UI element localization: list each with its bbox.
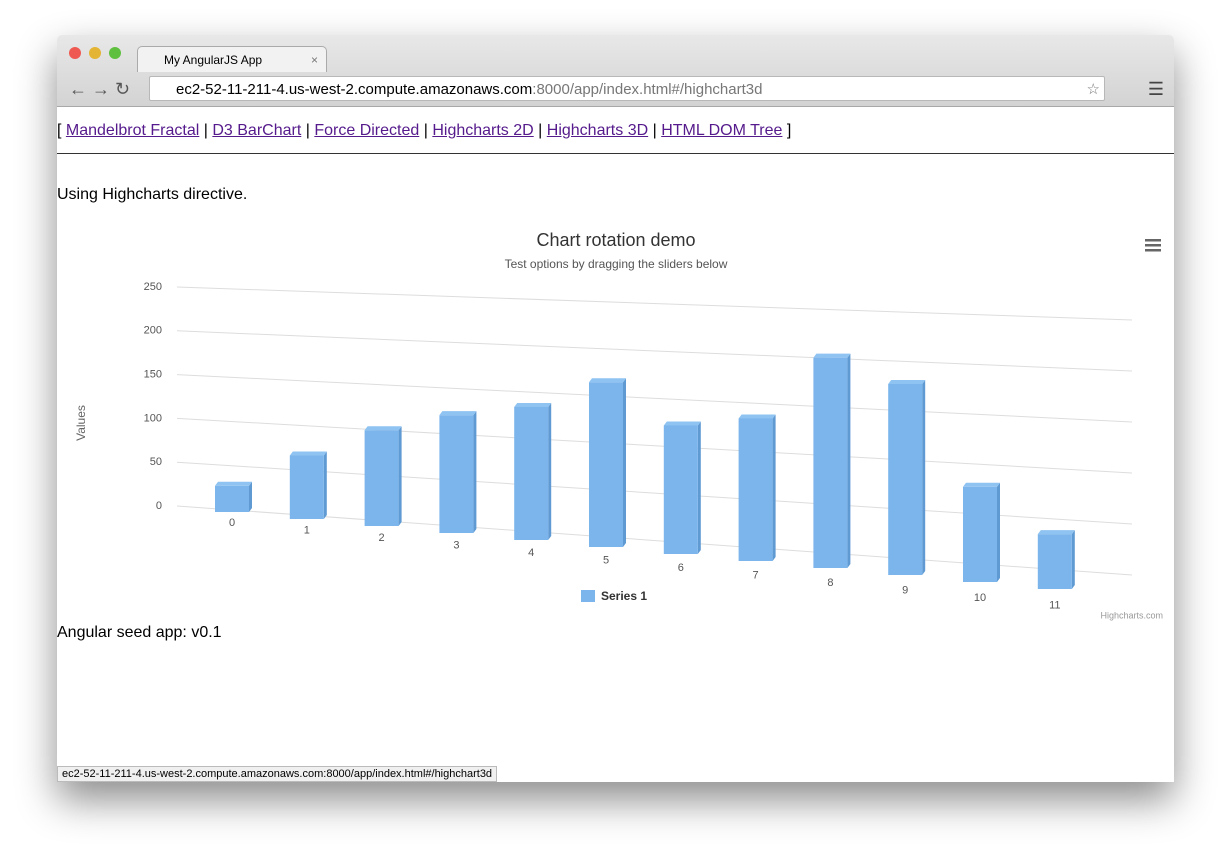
bracket: ] <box>786 122 792 139</box>
nav-link[interactable]: Highcharts 2D <box>432 122 534 139</box>
close-button[interactable] <box>69 47 81 59</box>
x-tick-label: 8 <box>827 577 833 589</box>
x-tick-label: 9 <box>902 584 908 596</box>
bar-side <box>249 481 252 512</box>
y-axis-label: Values <box>74 405 88 441</box>
legend-label: Series 1 <box>601 589 647 603</box>
status-bar: ec2-52-11-211-4.us-west-2.compute.amazon… <box>57 766 498 782</box>
bar-top <box>1037 530 1075 535</box>
nav-buttons[interactable]: ← → ↻ <box>69 79 131 99</box>
url-path: :8000/app/index.html#/highchart3d <box>532 81 763 98</box>
bar-side <box>697 421 701 554</box>
bar-top <box>514 402 552 407</box>
x-tick-label: 5 <box>603 554 609 566</box>
tab-title: My AngularJS App <box>164 53 263 67</box>
bar-top <box>589 378 626 383</box>
grid-line <box>176 330 1133 372</box>
grid-line <box>176 417 1133 474</box>
x-tick-label: 11 <box>1049 599 1060 611</box>
x-tick-label: 4 <box>528 547 534 559</box>
bar-top <box>364 426 402 431</box>
bar <box>364 430 399 526</box>
url-host: ec2-52-11-211-4.us-west-2.compute.amazon… <box>176 81 533 98</box>
bar <box>738 418 773 561</box>
x-tick-label: 0 <box>229 517 235 529</box>
x-tick-label: 2 <box>379 532 385 544</box>
bar <box>888 384 923 575</box>
legend-swatch <box>581 590 595 602</box>
bar-side <box>323 451 327 519</box>
export-menu[interactable] <box>1145 239 1161 252</box>
bar-side <box>1071 530 1075 589</box>
divider <box>57 153 1174 154</box>
bracket: [ <box>57 122 62 139</box>
menu-button[interactable]: ☰ <box>1147 79 1164 99</box>
footer-text: Angular seed app: v0.1 <box>57 624 222 641</box>
browser-window: My AngularJS App × ← → ↻ ec2-52-11-211-4.… <box>57 35 1174 782</box>
chart-title: Chart rotation demo <box>536 230 695 250</box>
y-tick-label: 200 <box>144 325 162 337</box>
separator: | <box>423 122 428 139</box>
y-tick-label: 50 <box>150 456 162 468</box>
chart: Chart rotation demo Test options by drag… <box>74 230 1163 621</box>
bar-top <box>963 482 1000 487</box>
bar-side <box>548 402 552 540</box>
bar-side <box>997 482 1000 582</box>
separator: | <box>203 122 208 139</box>
bar-side <box>473 411 477 533</box>
bar <box>289 455 324 519</box>
separator: | <box>652 122 657 139</box>
bar-side <box>772 414 776 561</box>
browser-chrome: My AngularJS App × ← → ↻ ec2-52-11-211-4.… <box>57 35 1174 107</box>
bar-top <box>289 451 327 456</box>
bar-top <box>215 481 252 486</box>
x-tick-label: 6 <box>678 562 684 574</box>
bar <box>963 486 997 582</box>
bar-top <box>663 421 701 426</box>
bar <box>439 415 474 533</box>
bar-top <box>888 380 926 385</box>
nav-link[interactable]: D3 BarChart <box>212 122 302 139</box>
x-tick-label: 3 <box>453 539 459 551</box>
nav-link[interactable]: Mandelbrot Fractal <box>65 122 200 139</box>
separator: | <box>538 122 543 139</box>
nav-link[interactable]: HTML DOM Tree <box>661 122 783 139</box>
bar-side <box>847 353 851 568</box>
bar-side <box>922 380 926 575</box>
grid-line <box>176 286 1133 321</box>
bar-top <box>813 353 851 358</box>
x-tick-label: 1 <box>304 524 310 536</box>
y-tick-label: 250 <box>144 281 162 293</box>
bar-side <box>623 378 626 547</box>
bar <box>215 485 249 512</box>
nav-bar: [ Mandelbrot Fractal | D3 BarChart | For… <box>57 122 791 140</box>
bar <box>663 425 698 554</box>
address-bar[interactable]: ec2-52-11-211-4.us-west-2.compute.amazon… <box>149 76 1105 101</box>
separator: | <box>305 122 310 139</box>
tab[interactable]: My AngularJS App × <box>137 46 327 72</box>
x-tick-label: 7 <box>753 569 759 581</box>
chart-subtitle: Test options by dragging the sliders bel… <box>505 257 728 271</box>
bar <box>813 357 848 568</box>
bar <box>589 382 623 547</box>
nav-link[interactable]: Highcharts 3D <box>546 122 649 139</box>
y-tick-label: 150 <box>144 369 162 381</box>
credits[interactable]: Highcharts.com <box>1100 610 1163 620</box>
grid-line <box>176 374 1133 423</box>
bar-top <box>439 411 477 416</box>
y-tick-label: 100 <box>144 412 162 424</box>
y-tick-label: 0 <box>156 500 162 512</box>
bar-side <box>398 426 402 526</box>
maximize-button[interactable] <box>109 47 121 59</box>
minimize-button[interactable] <box>89 47 101 59</box>
x-tick-label: 10 <box>974 592 986 604</box>
bar-top <box>738 414 776 419</box>
bar <box>514 406 549 540</box>
intro-text: Using Highcharts directive. <box>57 186 248 203</box>
nav-link[interactable]: Force Directed <box>314 122 420 139</box>
bar <box>1037 534 1072 589</box>
